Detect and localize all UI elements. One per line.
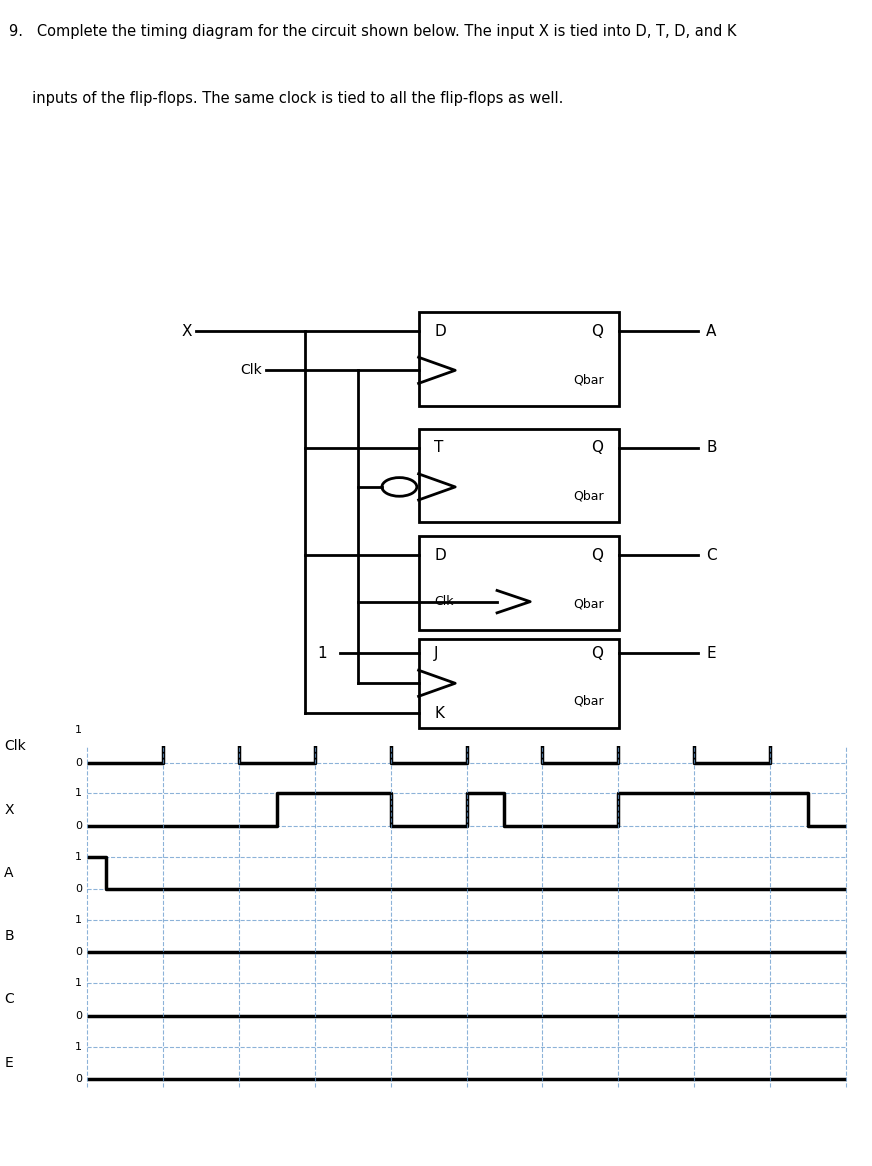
Bar <box>419 312 619 406</box>
Text: Qbar: Qbar <box>573 373 603 386</box>
Text: 0: 0 <box>75 884 82 894</box>
Text: 9.   Complete the timing diagram for the circuit shown below. The input X is tie: 9. Complete the timing diagram for the c… <box>9 24 736 40</box>
Text: 0: 0 <box>75 947 82 957</box>
Text: B: B <box>706 441 717 455</box>
Text: Clk: Clk <box>240 364 262 378</box>
Text: 1: 1 <box>75 915 82 925</box>
Text: 0: 0 <box>75 821 82 831</box>
Text: X: X <box>4 802 14 816</box>
Text: C: C <box>4 992 14 1006</box>
Text: E: E <box>706 646 716 661</box>
Text: Qbar: Qbar <box>573 490 603 503</box>
Text: Q: Q <box>591 441 603 455</box>
Text: 1: 1 <box>75 1041 82 1052</box>
Text: 1: 1 <box>75 725 82 736</box>
Text: B: B <box>4 929 14 943</box>
Text: 0: 0 <box>75 1011 82 1020</box>
Text: Qbar: Qbar <box>573 695 603 708</box>
Text: 0: 0 <box>75 758 82 767</box>
Text: 1: 1 <box>75 978 82 989</box>
Text: 1: 1 <box>75 851 82 862</box>
Text: Clk: Clk <box>434 595 453 609</box>
Bar <box>419 429 619 522</box>
Text: Q: Q <box>591 548 603 562</box>
Bar <box>419 536 619 630</box>
Text: A: A <box>4 866 14 880</box>
Text: C: C <box>706 548 717 562</box>
Text: A: A <box>706 324 717 338</box>
Text: D: D <box>434 324 446 338</box>
Text: X: X <box>181 324 192 338</box>
Text: 0: 0 <box>75 1074 82 1084</box>
Text: Qbar: Qbar <box>573 597 603 610</box>
Text: J: J <box>434 646 439 661</box>
Text: Clk: Clk <box>4 739 26 753</box>
Text: K: K <box>434 705 444 721</box>
Text: 1: 1 <box>75 788 82 799</box>
Text: 1: 1 <box>317 646 327 661</box>
Text: T: T <box>434 441 444 455</box>
Text: Q: Q <box>591 646 603 661</box>
Text: D: D <box>434 548 446 562</box>
Text: Q: Q <box>591 324 603 338</box>
Bar <box>419 639 619 728</box>
Text: E: E <box>4 1055 13 1069</box>
Text: inputs of the flip-flops. The same clock is tied to all the flip-flops as well.: inputs of the flip-flops. The same clock… <box>9 91 563 106</box>
